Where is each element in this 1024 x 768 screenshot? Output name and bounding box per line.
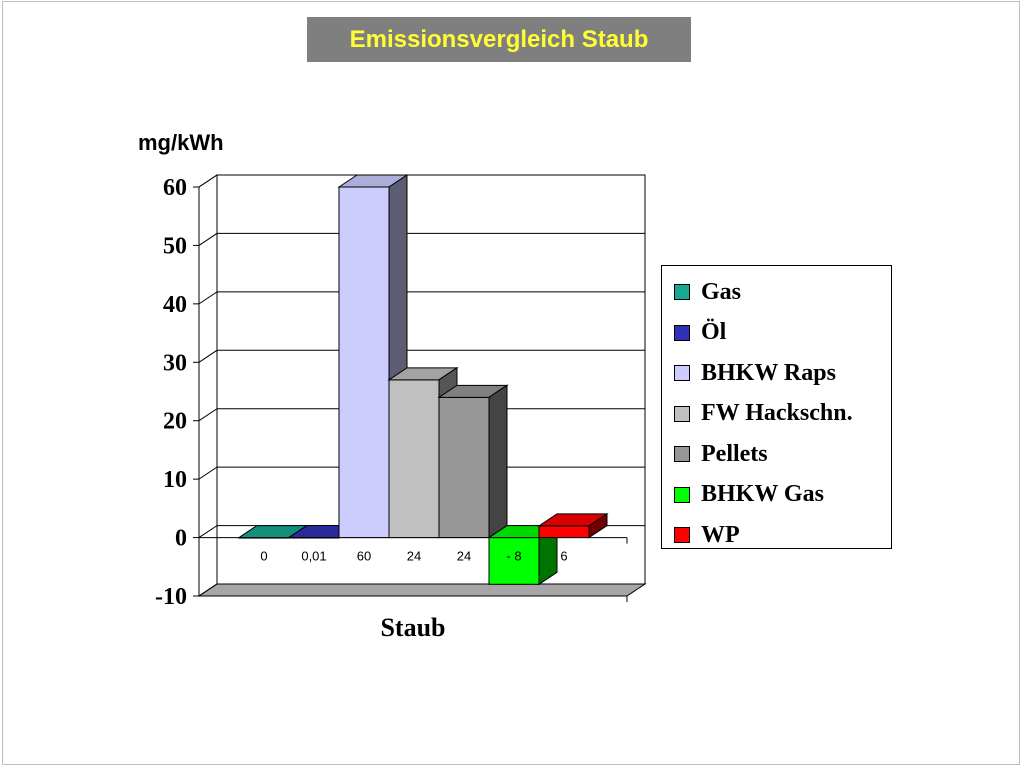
legend-item: WP	[674, 521, 740, 549]
bar-front	[438, 396, 490, 539]
data-labels: 0 0,01 60 24 24 - 8 6	[260, 549, 567, 564]
legend-label: WP	[701, 521, 740, 548]
legend-item: Gas	[674, 278, 741, 306]
legend-item: BHKW Raps	[674, 359, 836, 387]
y-tick-label: 40	[163, 292, 187, 318]
y-tick-labels: 60 50 40 30 20 10 0 -10	[155, 175, 187, 610]
data-label: 0,01	[301, 549, 326, 564]
legend-label: BHKW Gas	[701, 481, 824, 507]
y-tick-label: 20	[163, 409, 187, 435]
legend-swatch	[674, 365, 690, 381]
bar	[537, 512, 609, 539]
data-label: 60	[357, 549, 371, 564]
bar-side	[488, 384, 508, 539]
gridline	[198, 174, 645, 188]
y-axis-unit-label: mg/kWh	[138, 130, 224, 155]
data-label: 6	[560, 549, 567, 564]
bar-front	[388, 379, 440, 539]
legend-swatch	[674, 446, 690, 462]
legend-label: Pellets	[701, 440, 768, 467]
x-category-labels: Staub	[380, 613, 445, 642]
bars	[237, 174, 609, 586]
gridline	[198, 232, 645, 246]
legend-label: BHKW Raps	[701, 359, 836, 386]
bar-front	[338, 186, 390, 539]
side-wall	[198, 174, 218, 597]
legend-item: BHKW Gas	[674, 481, 824, 509]
data-label: 0	[260, 549, 267, 564]
y-tick-label: -10	[155, 584, 187, 610]
legend-label: Gas	[701, 278, 742, 305]
legend: Gas Öl BHKW Raps FW Hackschn. Pellets BHKW Ga…	[661, 265, 892, 549]
x-category-label: Staub	[380, 613, 445, 642]
bar	[437, 384, 509, 539]
y-tick-label: 10	[163, 467, 187, 493]
legend-item: FW Hackschn.	[674, 400, 853, 428]
legend-item: Öl	[674, 319, 726, 347]
bar-front	[488, 537, 540, 585]
y-tick-label: 0	[175, 526, 187, 552]
legend-swatch	[674, 324, 690, 341]
legend-swatch	[674, 486, 690, 503]
legend-label: Öl	[701, 319, 727, 345]
legend-swatch	[674, 405, 690, 422]
bar-front	[538, 525, 590, 539]
y-tick-label: 30	[163, 350, 187, 376]
legend-item: Pellets	[674, 440, 768, 468]
y-tick-label: 60	[163, 175, 187, 201]
bar-side	[588, 512, 608, 539]
data-label: - 8	[506, 549, 521, 564]
data-label: 24	[407, 549, 421, 564]
y-tick-label: 50	[163, 233, 187, 259]
legend-swatch	[674, 284, 690, 300]
gridline	[198, 291, 645, 305]
gridline	[198, 349, 645, 363]
legend-swatch	[674, 527, 690, 543]
floor	[197, 583, 647, 597]
chart-title: Emissionsvergleich Staub	[307, 17, 691, 62]
data-label: 24	[457, 549, 471, 564]
bar	[237, 525, 309, 539]
legend-label: FW Hackschn.	[701, 400, 853, 426]
